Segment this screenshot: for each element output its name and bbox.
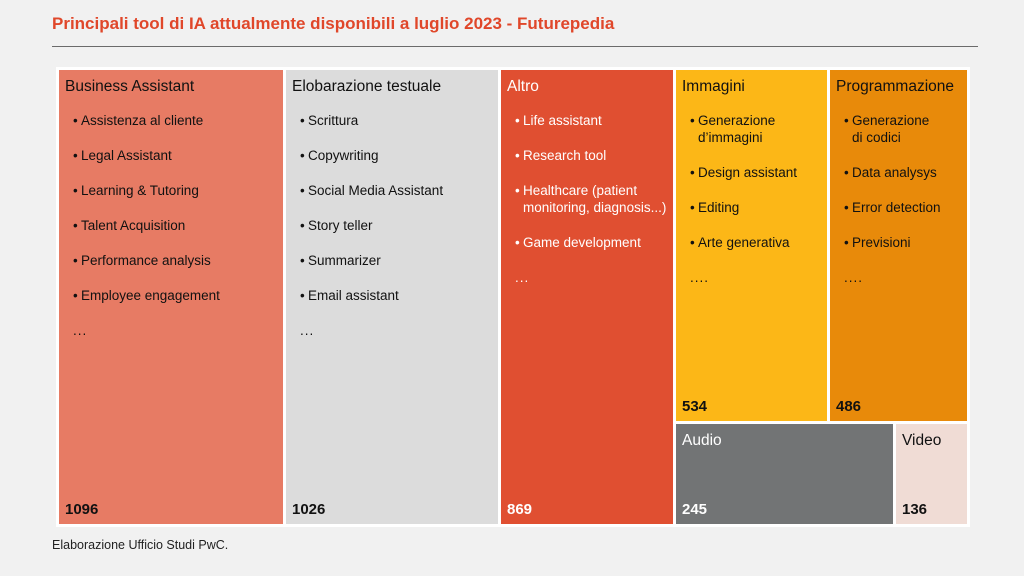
tile-item: Summarizer — [300, 253, 443, 270]
tile-label: Video — [902, 432, 942, 449]
tile-label: Altro — [507, 78, 539, 95]
tile-item: Email assistant — [300, 288, 443, 305]
tile-item: Story teller — [300, 218, 443, 235]
tile-item: Social Media Assistant — [300, 183, 443, 200]
tile-item-list: Life assistant Research tool Healthcare (p… — [515, 113, 666, 305]
tile-value: 486 — [836, 398, 862, 415]
tile-item: Scrittura — [300, 113, 443, 130]
tile-more: .... — [690, 269, 710, 285]
chart-title: Principali tool di IA attualmente dispon… — [52, 14, 615, 33]
tile-video: Video 136 — [896, 424, 967, 524]
tile-item: Healthcare (patient monitoring, diagnosi… — [515, 183, 666, 216]
tile-item: Assistenza al cliente — [73, 113, 220, 130]
tile-label: Elobarazione testuale — [292, 78, 442, 95]
source-note: Elaborazione Ufficio Studi PwC. — [52, 538, 229, 552]
tile-immagini: Immagini Generazione d’immagini Design ass… — [676, 70, 827, 421]
tile-item: Editing — [690, 200, 797, 217]
tile-label: Audio — [682, 432, 722, 449]
tile-item: Game development — [515, 235, 666, 252]
title-divider — [52, 46, 978, 47]
tile-business: Business Assistant Assistenza al cliente L… — [59, 70, 283, 524]
tile-item-list: Scrittura Copywriting Social Media Assista… — [300, 113, 443, 358]
tile-label: Immagini — [682, 78, 745, 95]
tile-programmazione: Programmazione Generazione di codici Data … — [830, 70, 967, 421]
tile-more: ... — [300, 323, 315, 338]
tile-item: Copywriting — [300, 148, 443, 165]
tile-item-list: Generazione di codici Data analysys Error … — [844, 113, 941, 305]
tile-item: Arte generativa — [690, 235, 797, 252]
tile-item: Previsioni — [844, 235, 941, 252]
tile-item: Error detection — [844, 200, 941, 217]
tile-item: Life assistant — [515, 113, 666, 130]
tile-item-list: Assistenza al cliente Legal Assistant Lear… — [73, 113, 220, 358]
tile-item-list: Generazione d’immagini Design assistant Ed… — [690, 113, 797, 305]
tile-value: 245 — [682, 501, 708, 518]
tile-item: Generazione d’immagini — [690, 113, 797, 146]
tile-value: 136 — [902, 501, 928, 518]
tile-item: Generazione di codici — [844, 113, 941, 146]
tile-value: 1026 — [292, 501, 326, 518]
tile-item: Research tool — [515, 148, 666, 165]
tile-label: Programmazione — [836, 78, 955, 95]
tile-item: Legal Assistant — [73, 148, 220, 165]
tile-item: Employee engagement — [73, 288, 220, 305]
tile-item: Learning & Tutoring — [73, 183, 220, 200]
tile-testuale: Elobarazione testuale Scrittura Copywritin… — [286, 70, 498, 524]
tile-more: ... — [515, 269, 530, 285]
tile-value: 1096 — [65, 501, 99, 518]
tile-more: .... — [844, 269, 864, 285]
tile-value: 869 — [507, 501, 533, 518]
tile-label: Business Assistant — [65, 78, 195, 95]
treemap-chart: Business Assistant Assistenza al cliente L… — [56, 67, 970, 527]
tile-more: ... — [73, 323, 88, 338]
tile-item: Talent Acquisition — [73, 218, 220, 235]
tile-item: Design assistant — [690, 165, 797, 182]
tile-value: 534 — [682, 398, 708, 415]
tile-altro: Altro Life assistant Research tool Healthca… — [501, 70, 673, 524]
tile-item: Data analysys — [844, 165, 941, 182]
tile-audio: Audio 245 — [676, 424, 893, 524]
tile-item: Performance analysis — [73, 253, 220, 270]
